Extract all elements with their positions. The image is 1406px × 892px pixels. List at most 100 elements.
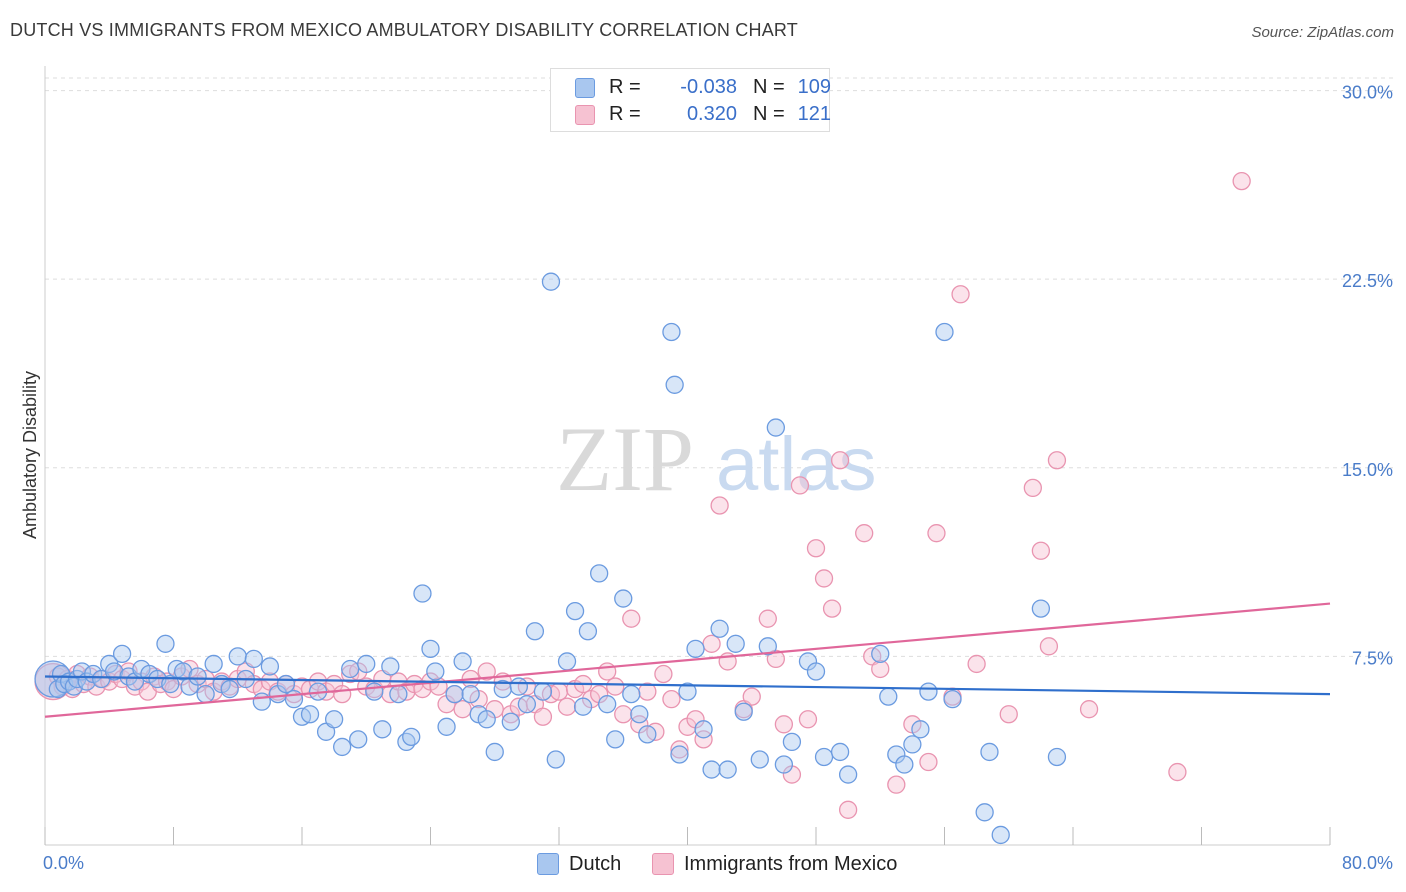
dutch-point[interactable] bbox=[260, 657, 280, 676]
dutch-point[interactable] bbox=[541, 272, 561, 291]
dutch-point[interactable] bbox=[702, 760, 721, 779]
dutch-point[interactable] bbox=[546, 750, 565, 769]
dutch-point[interactable] bbox=[806, 662, 826, 681]
mexico-point[interactable] bbox=[919, 752, 938, 772]
dutch-point[interactable] bbox=[758, 637, 777, 656]
mexico-point[interactable] bbox=[1168, 762, 1187, 782]
mexico-point[interactable] bbox=[662, 689, 681, 709]
dutch-point[interactable] bbox=[766, 418, 785, 437]
dutch-point[interactable] bbox=[911, 720, 930, 739]
dutch-point[interactable] bbox=[606, 730, 625, 749]
dutch-point[interactable] bbox=[381, 657, 400, 676]
dutch-point[interactable] bbox=[445, 684, 464, 704]
mexico-point[interactable] bbox=[1023, 478, 1042, 498]
dutch-point[interactable] bbox=[670, 745, 689, 764]
mexico-point[interactable] bbox=[798, 710, 818, 729]
mexico-point[interactable] bbox=[951, 285, 970, 304]
mexico-point[interactable] bbox=[742, 687, 761, 706]
dutch-point[interactable] bbox=[598, 695, 617, 714]
mexico-point[interactable] bbox=[477, 662, 496, 681]
dutch-point[interactable] bbox=[220, 679, 239, 699]
dutch-point[interactable] bbox=[734, 702, 753, 721]
dutch-point[interactable] bbox=[665, 375, 684, 394]
dutch-point[interactable] bbox=[935, 322, 954, 342]
dutch-point[interactable] bbox=[477, 710, 496, 729]
mexico-point[interactable] bbox=[1232, 171, 1251, 191]
dutch-point[interactable] bbox=[525, 622, 545, 641]
dutch-point[interactable] bbox=[196, 684, 215, 704]
dutch-point[interactable] bbox=[694, 720, 713, 739]
dutch-point[interactable] bbox=[413, 584, 432, 603]
dutch-point[interactable] bbox=[426, 662, 445, 681]
dutch-point[interactable] bbox=[622, 684, 641, 704]
mexico-point[interactable] bbox=[654, 664, 673, 684]
dutch-point[interactable] bbox=[943, 689, 962, 709]
dutch-point[interactable] bbox=[421, 639, 440, 658]
mexico-point[interactable] bbox=[1031, 541, 1051, 560]
dutch-point[interactable] bbox=[710, 619, 729, 638]
dutch-point[interactable] bbox=[244, 649, 263, 669]
dutch-point[interactable] bbox=[879, 687, 898, 706]
dutch-point[interactable] bbox=[630, 705, 649, 724]
dutch-point[interactable] bbox=[204, 654, 223, 674]
dutch-point[interactable] bbox=[324, 710, 344, 729]
dutch-point[interactable] bbox=[573, 697, 593, 716]
dutch-point[interactable] bbox=[830, 742, 850, 762]
dutch-point[interactable] bbox=[300, 705, 320, 724]
mexico-point[interactable] bbox=[790, 476, 810, 495]
dutch-point[interactable] bbox=[228, 647, 247, 666]
dutch-point[interactable] bbox=[590, 564, 609, 583]
dutch-point[interactable] bbox=[919, 682, 938, 701]
mexico-point[interactable] bbox=[614, 705, 633, 724]
mexico-point[interactable] bbox=[694, 730, 713, 749]
mexico-point[interactable] bbox=[774, 715, 794, 734]
dutch-point[interactable] bbox=[903, 735, 922, 754]
dutch-point[interactable] bbox=[349, 730, 368, 749]
dutch-point[interactable] bbox=[252, 692, 271, 711]
dutch-point[interactable] bbox=[156, 634, 175, 653]
dutch-point[interactable] bbox=[557, 652, 577, 671]
dutch-point[interactable] bbox=[565, 601, 585, 621]
mexico-point[interactable] bbox=[830, 451, 850, 470]
mexico-point[interactable] bbox=[806, 539, 826, 558]
mexico-point[interactable] bbox=[453, 700, 472, 719]
dutch-point[interactable] bbox=[161, 674, 180, 694]
dutch-point[interactable] bbox=[718, 760, 737, 779]
dutch-point[interactable] bbox=[402, 727, 421, 747]
dutch-point[interactable] bbox=[750, 750, 769, 769]
mexico-point[interactable] bbox=[838, 800, 858, 819]
mexico-point[interactable] bbox=[967, 654, 986, 674]
mexico-point[interactable] bbox=[549, 682, 569, 701]
dutch-point[interactable] bbox=[533, 682, 553, 701]
mexico-point[interactable] bbox=[999, 705, 1018, 724]
dutch-point[interactable] bbox=[838, 765, 858, 784]
dutch-point[interactable] bbox=[1047, 747, 1067, 767]
mexico-point[interactable] bbox=[598, 662, 617, 681]
dutch-point[interactable] bbox=[333, 737, 352, 757]
dutch-point[interactable] bbox=[678, 682, 697, 701]
dutch-point[interactable] bbox=[614, 589, 633, 608]
dutch-point[interactable] bbox=[373, 720, 392, 739]
dutch-point[interactable] bbox=[1031, 599, 1051, 618]
dutch-point[interactable] bbox=[814, 747, 834, 767]
dutch-point[interactable] bbox=[991, 825, 1010, 845]
dutch-point[interactable] bbox=[437, 717, 456, 736]
mexico-point[interactable] bbox=[1047, 451, 1067, 470]
mexico-point[interactable] bbox=[855, 524, 874, 543]
dutch-point[interactable] bbox=[871, 644, 890, 664]
mexico-point[interactable] bbox=[822, 599, 842, 618]
mexico-point[interactable] bbox=[1039, 637, 1059, 656]
mexico-point[interactable] bbox=[557, 697, 577, 716]
mexico-point[interactable] bbox=[758, 609, 777, 628]
dutch-point[interactable] bbox=[341, 659, 360, 679]
mexico-point[interactable] bbox=[871, 659, 890, 679]
mexico-point[interactable] bbox=[702, 634, 721, 653]
mexico-point[interactable] bbox=[533, 707, 553, 726]
dutch-point[interactable] bbox=[662, 322, 681, 342]
dutch-point[interactable] bbox=[975, 803, 994, 822]
dutch-point[interactable] bbox=[112, 644, 132, 664]
dutch-point[interactable] bbox=[501, 712, 520, 731]
mexico-point[interactable] bbox=[814, 569, 834, 588]
mexico-point[interactable] bbox=[887, 775, 906, 794]
dutch-point[interactable] bbox=[517, 695, 537, 714]
